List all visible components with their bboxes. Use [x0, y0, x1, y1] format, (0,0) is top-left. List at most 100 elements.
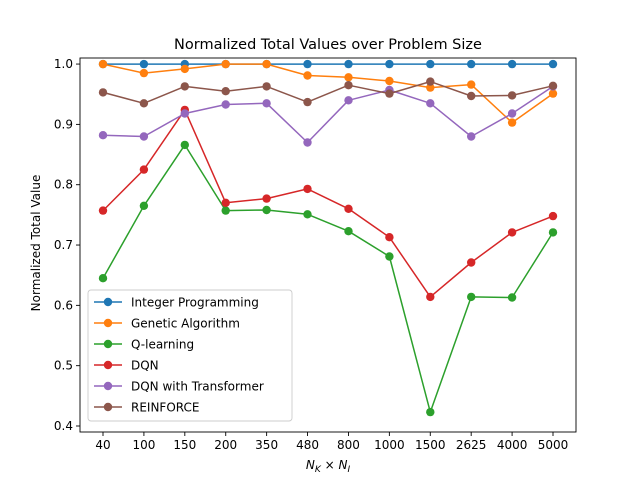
data-point: [262, 205, 271, 215]
legend-label: Genetic Algorithm: [131, 317, 240, 331]
x-axis-label-sub-k: K: [315, 465, 322, 475]
data-point: [467, 258, 476, 267]
x-tick-label: 40: [95, 438, 110, 452]
data-point: [426, 59, 435, 69]
data-point: [344, 96, 353, 105]
data-point: [180, 64, 189, 74]
legend: Integer Programming Genetic Algorithm Q-le…: [87, 289, 293, 422]
data-point: [98, 88, 108, 97]
y-tick-label: 0.7: [54, 238, 73, 252]
x-axis-label-main: N: [306, 458, 315, 472]
data-point: [548, 81, 558, 91]
data-point: [467, 80, 476, 89]
legend-entry: Genetic Algorithm: [94, 317, 240, 331]
data-point: [426, 407, 435, 417]
series-line: [102, 63, 554, 124]
data-point: [385, 252, 394, 261]
y-tick-label: 0.9: [54, 117, 73, 131]
x-tick-label: 2625: [456, 438, 487, 452]
data-point: [303, 71, 312, 80]
x-tick-label: 5000: [538, 438, 569, 452]
data-point: [548, 89, 558, 98]
data-point: [385, 89, 394, 98]
data-point: [467, 91, 476, 101]
legend-entry: DQN: [94, 359, 159, 373]
data-point: [139, 132, 149, 141]
data-point: [467, 59, 476, 69]
data-point: [180, 109, 189, 118]
data-point: [507, 59, 517, 69]
x-tick-label: 150: [173, 438, 196, 452]
data-point: [344, 73, 353, 82]
data-point: [303, 97, 312, 107]
data-point: [139, 165, 149, 174]
legend-entry: DQN with Transformer: [94, 380, 264, 394]
x-tick-label: 350: [255, 438, 278, 452]
data-point: [426, 77, 435, 86]
data-point: [426, 292, 435, 302]
legend-entry: Integer Programming: [94, 296, 259, 310]
chart-title: Normalized Total Values over Problem Siz…: [174, 37, 482, 53]
data-point: [548, 228, 558, 237]
legend-marker: [103, 318, 113, 328]
x-tick-label: 100: [132, 438, 155, 452]
x-tick-label: 200: [214, 438, 237, 452]
data-point: [98, 274, 108, 283]
data-point: [221, 100, 230, 109]
legend-label: DQN: [131, 359, 159, 373]
data-point: [344, 59, 353, 69]
data-point: [303, 184, 312, 194]
x-tick-label: 1000: [374, 438, 405, 452]
y-axis-label: Normalized Total Value: [29, 175, 43, 312]
data-point: [98, 131, 108, 140]
data-point: [507, 293, 517, 302]
plot-area: [98, 59, 558, 417]
data-point: [262, 59, 271, 69]
data-point: [303, 138, 312, 147]
data-point: [426, 83, 435, 92]
x-tick-label: 4000: [497, 438, 528, 452]
legend-entry: REINFORCE: [94, 401, 199, 415]
data-point: [548, 211, 558, 221]
data-point: [548, 59, 558, 69]
series-1: [98, 59, 558, 127]
data-point: [98, 206, 108, 215]
data-point: [98, 59, 108, 69]
series-line: [102, 109, 554, 298]
data-point: [385, 76, 394, 86]
y-tick-label: 0.8: [54, 178, 73, 192]
y-tick-label: 0.5: [54, 359, 73, 373]
x-axis-label-times: ×: [321, 458, 339, 472]
data-point: [262, 82, 271, 91]
legend-label: Q-learning: [131, 338, 194, 352]
data-point: [180, 140, 189, 150]
data-point: [262, 99, 271, 108]
legend-label: REINFORCE: [131, 401, 199, 415]
data-point: [180, 82, 189, 91]
data-point: [344, 227, 353, 236]
data-point: [139, 68, 149, 78]
data-point: [221, 198, 230, 207]
y-tick-label: 0.4: [54, 419, 73, 433]
legend-box: [87, 289, 293, 422]
data-point: [139, 59, 149, 69]
legend-marker: [103, 297, 113, 307]
data-point: [303, 210, 312, 219]
data-point: [385, 233, 394, 242]
data-point: [467, 132, 476, 141]
y-tick-label: 1.0: [54, 57, 73, 71]
x-tick-label: 1500: [415, 438, 446, 452]
data-point: [467, 292, 476, 302]
series-line: [102, 144, 554, 413]
data-point: [262, 194, 271, 203]
series-line: [102, 80, 554, 105]
data-point: [221, 87, 230, 96]
x-tick-label: 800: [337, 438, 360, 452]
data-point: [303, 59, 312, 69]
series-2: [98, 140, 558, 417]
series-5: [98, 77, 558, 108]
data-point: [507, 91, 517, 100]
data-point: [344, 204, 353, 213]
